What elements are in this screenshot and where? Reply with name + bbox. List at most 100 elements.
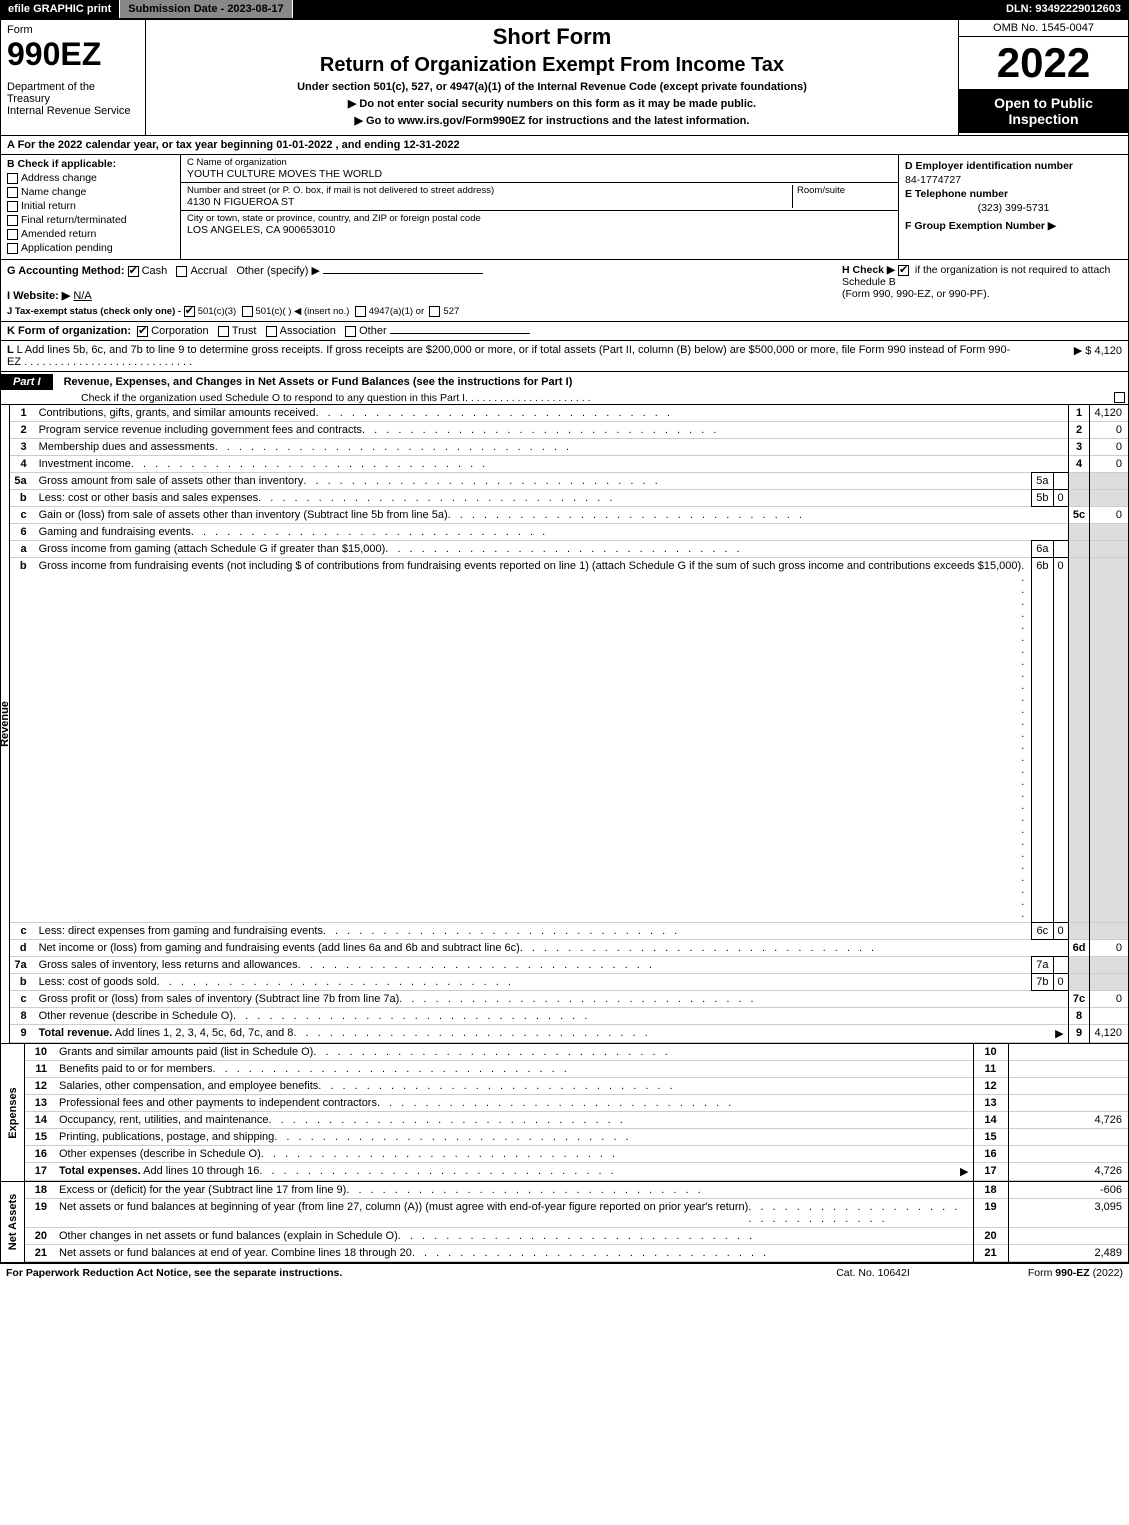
opt-amended: Amended return xyxy=(21,228,96,240)
footer-right: Form 990-EZ (2022) xyxy=(973,1267,1123,1279)
check-501c[interactable] xyxy=(242,306,253,317)
right-label: 13 xyxy=(973,1095,1008,1112)
right-value: 3,095 xyxy=(1008,1199,1128,1228)
check-trust[interactable] xyxy=(218,326,229,337)
line-row: 20Other changes in net assets or fund ba… xyxy=(25,1228,1128,1245)
right-value: 4,726 xyxy=(1008,1112,1128,1129)
check-address-change[interactable]: Address change xyxy=(7,172,174,184)
tel-label: E Telephone number xyxy=(905,188,1122,200)
mid-value: 0 xyxy=(1053,923,1068,940)
check-pending[interactable]: Application pending xyxy=(7,242,174,254)
form-header: Form 990EZ Department of the Treasury In… xyxy=(0,19,1129,136)
l-amount: ▶ $ 4,120 xyxy=(1022,344,1122,368)
line-row: 11Benefits paid to or for members . . . … xyxy=(25,1061,1128,1078)
city-row: City or town, state or province, country… xyxy=(181,211,898,238)
right-value: -606 xyxy=(1008,1182,1128,1199)
right-value xyxy=(1008,1078,1128,1095)
line-desc: Net assets or fund balances at end of ye… xyxy=(55,1245,973,1262)
line-row: 2Program service revenue including gover… xyxy=(10,422,1128,439)
line-number: 3 xyxy=(10,439,34,456)
ein-value: 84-1774727 xyxy=(905,174,1122,186)
check-final-return[interactable]: Final return/terminated xyxy=(7,214,174,226)
page-footer: For Paperwork Reduction Act Notice, see … xyxy=(0,1263,1129,1282)
check-527[interactable] xyxy=(429,306,440,317)
shaded-cell xyxy=(1068,957,1090,974)
line-row: 4Investment income . . . . . . . . . . .… xyxy=(10,456,1128,473)
line-row: 16Other expenses (describe in Schedule O… xyxy=(25,1146,1128,1163)
line-desc: Membership dues and assessments . . . . … xyxy=(35,439,1069,456)
short-form-title: Short Form xyxy=(154,24,950,50)
tel-value: (323) 399-5731 xyxy=(905,202,1122,214)
line-number: a xyxy=(10,541,34,558)
line-desc: Salaries, other compensation, and employ… xyxy=(55,1078,973,1095)
check-name-change[interactable]: Name change xyxy=(7,186,174,198)
shaded-cell xyxy=(1090,473,1128,490)
right-value xyxy=(1090,1008,1128,1025)
netassets-table: 18Excess or (deficit) for the year (Subt… xyxy=(25,1182,1128,1262)
accrual-label: Accrual xyxy=(190,265,227,277)
line-row: 18Excess or (deficit) for the year (Subt… xyxy=(25,1182,1128,1199)
line-number: 12 xyxy=(25,1078,55,1095)
expenses-table: 10Grants and similar amounts paid (list … xyxy=(25,1044,1128,1181)
line-desc: Net assets or fund balances at beginning… xyxy=(55,1199,973,1228)
check-association[interactable] xyxy=(266,326,277,337)
right-label: 19 xyxy=(973,1199,1008,1228)
h-text3: (Form 990, 990-EZ, or 990-PF). xyxy=(842,288,990,300)
line-row: 15Printing, publications, postage, and s… xyxy=(25,1129,1128,1146)
mid-label: 6c xyxy=(1032,923,1053,940)
shaded-cell xyxy=(1090,923,1128,940)
header-left: Form 990EZ Department of the Treasury In… xyxy=(1,20,146,135)
line-number: c xyxy=(10,991,34,1008)
k-other: Other xyxy=(359,325,387,337)
shaded-cell xyxy=(1090,490,1128,507)
mid-value: 0 xyxy=(1053,558,1068,923)
check-schedule-b[interactable] xyxy=(898,265,909,276)
check-schedule-o[interactable] xyxy=(1114,392,1125,403)
j-501c: 501(c)( ) ◀ (insert no.) xyxy=(256,306,350,317)
part-i-label: Part I xyxy=(1,374,53,390)
room-label: Room/suite xyxy=(797,185,892,196)
right-value: 4,120 xyxy=(1090,405,1128,422)
right-label: 20 xyxy=(973,1228,1008,1245)
right-label: 11 xyxy=(973,1061,1008,1078)
org-name-label: C Name of organization xyxy=(187,157,892,168)
line-desc: Gross amount from sale of assets other t… xyxy=(35,473,1032,490)
check-accrual[interactable] xyxy=(176,266,187,277)
revenue-table: 1Contributions, gifts, grants, and simil… xyxy=(10,405,1128,1043)
line-row: 1Contributions, gifts, grants, and simil… xyxy=(10,405,1128,422)
other-input[interactable] xyxy=(323,273,483,274)
line-number: c xyxy=(10,507,34,524)
open-public: Open to Public Inspection xyxy=(959,89,1128,133)
right-value: 0 xyxy=(1090,456,1128,473)
mid-value xyxy=(1053,541,1068,558)
check-initial-return[interactable]: Initial return xyxy=(7,200,174,212)
city-label: City or town, state or province, country… xyxy=(187,213,892,224)
header-center: Short Form Return of Organization Exempt… xyxy=(146,20,958,135)
line-number: 4 xyxy=(10,456,34,473)
check-corporation[interactable] xyxy=(137,326,148,337)
check-cash[interactable] xyxy=(128,266,139,277)
k-other-input[interactable] xyxy=(390,333,530,334)
efile-label[interactable]: efile GRAPHIC print xyxy=(0,0,120,18)
right-label: 16 xyxy=(973,1146,1008,1163)
check-501c3[interactable] xyxy=(184,306,195,317)
right-label: 12 xyxy=(973,1078,1008,1095)
line-desc: Excess or (deficit) for the year (Subtra… xyxy=(55,1182,973,1199)
check-other-org[interactable] xyxy=(345,326,356,337)
check-4947[interactable] xyxy=(355,306,366,317)
shaded-cell xyxy=(1068,490,1090,507)
return-title: Return of Organization Exempt From Incom… xyxy=(154,54,950,77)
line-desc: Printing, publications, postage, and shi… xyxy=(55,1129,973,1146)
mid-label: 6a xyxy=(1032,541,1053,558)
form-word: Form xyxy=(7,24,139,36)
line-row: cGain or (loss) from sale of assets othe… xyxy=(10,507,1128,524)
check-amended[interactable]: Amended return xyxy=(7,228,174,240)
right-value xyxy=(1008,1061,1128,1078)
line-desc: Other revenue (describe in Schedule O) .… xyxy=(35,1008,1069,1025)
spacer xyxy=(293,0,998,18)
goto-link[interactable]: ▶ Go to www.irs.gov/Form990EZ for instru… xyxy=(154,114,950,127)
j-527: 527 xyxy=(443,306,459,317)
street-value: 4130 N FIGUEROA ST xyxy=(187,196,792,208)
right-value xyxy=(1008,1228,1128,1245)
line-desc: Contributions, gifts, grants, and simila… xyxy=(35,405,1069,422)
